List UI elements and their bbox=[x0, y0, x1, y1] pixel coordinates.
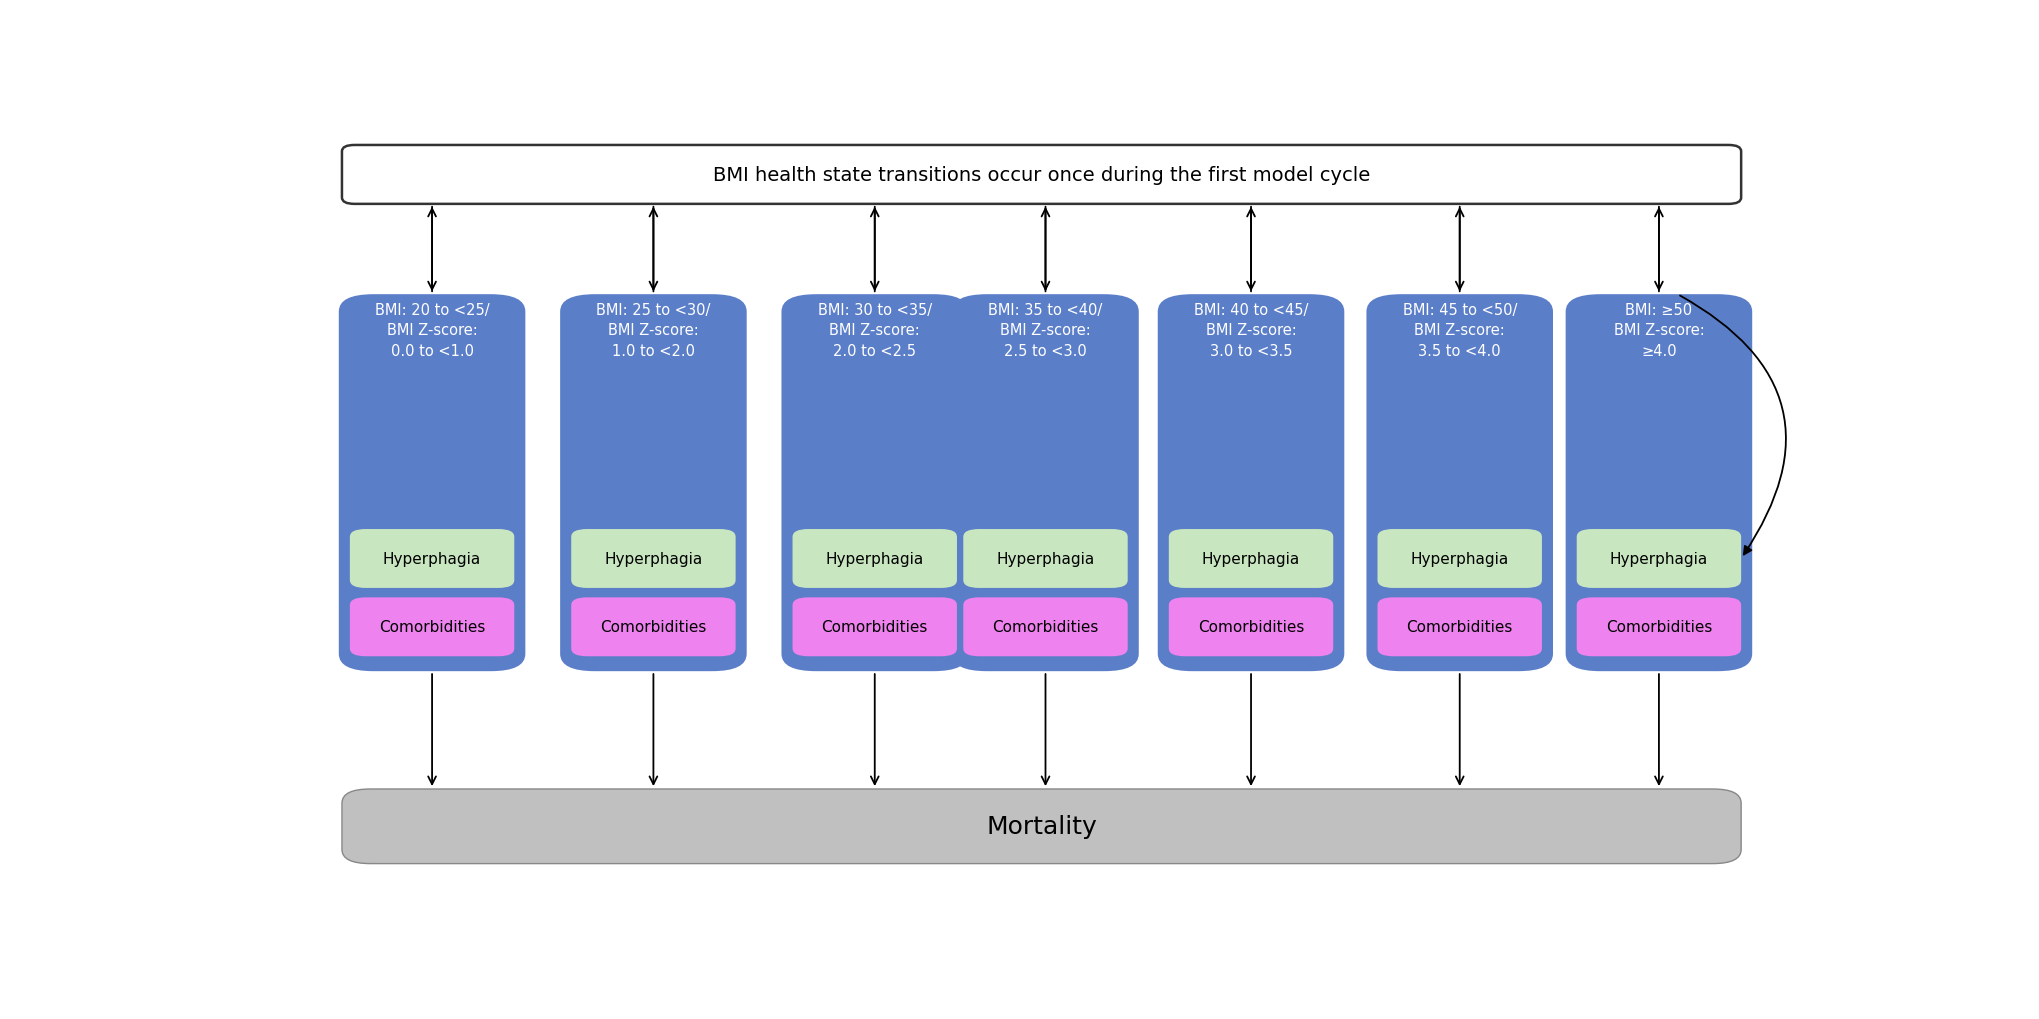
FancyBboxPatch shape bbox=[1376, 598, 1541, 656]
FancyBboxPatch shape bbox=[1576, 598, 1741, 656]
FancyBboxPatch shape bbox=[962, 530, 1128, 588]
Text: Mortality: Mortality bbox=[985, 814, 1097, 839]
Text: Comorbidities: Comorbidities bbox=[379, 620, 485, 635]
Text: Hyperphagia: Hyperphagia bbox=[1201, 551, 1299, 567]
Text: BMI: 25 to <30/
BMI Z-score:
1.0 to <2.0: BMI: 25 to <30/ BMI Z-score: 1.0 to <2.0 bbox=[595, 303, 710, 359]
FancyBboxPatch shape bbox=[1168, 598, 1334, 656]
Text: Hyperphagia: Hyperphagia bbox=[1609, 551, 1707, 567]
FancyBboxPatch shape bbox=[571, 530, 736, 588]
Text: Comorbidities: Comorbidities bbox=[822, 620, 928, 635]
FancyBboxPatch shape bbox=[351, 598, 514, 656]
FancyBboxPatch shape bbox=[962, 598, 1128, 656]
FancyBboxPatch shape bbox=[952, 294, 1138, 672]
FancyBboxPatch shape bbox=[781, 294, 969, 672]
Text: BMI: 30 to <35/
BMI Z-score:
2.0 to <2.5: BMI: 30 to <35/ BMI Z-score: 2.0 to <2.5 bbox=[818, 303, 932, 359]
Text: Hyperphagia: Hyperphagia bbox=[826, 551, 924, 567]
Text: BMI health state transitions occur once during the first model cycle: BMI health state transitions occur once … bbox=[712, 166, 1370, 184]
Text: Comorbidities: Comorbidities bbox=[1197, 620, 1303, 635]
FancyBboxPatch shape bbox=[351, 530, 514, 588]
FancyBboxPatch shape bbox=[1576, 530, 1741, 588]
FancyBboxPatch shape bbox=[1168, 530, 1334, 588]
Text: Hyperphagia: Hyperphagia bbox=[1409, 551, 1509, 567]
FancyBboxPatch shape bbox=[561, 294, 746, 672]
FancyBboxPatch shape bbox=[343, 789, 1741, 864]
FancyArrowPatch shape bbox=[1680, 297, 1784, 555]
FancyBboxPatch shape bbox=[793, 530, 956, 588]
FancyBboxPatch shape bbox=[793, 598, 956, 656]
Text: BMI: ≥50
BMI Z-score:
≥4.0: BMI: ≥50 BMI Z-score: ≥4.0 bbox=[1613, 303, 1703, 359]
FancyBboxPatch shape bbox=[571, 598, 736, 656]
FancyBboxPatch shape bbox=[1376, 530, 1541, 588]
Text: BMI: 45 to <50/
BMI Z-score:
3.5 to <4.0: BMI: 45 to <50/ BMI Z-score: 3.5 to <4.0 bbox=[1403, 303, 1517, 359]
FancyBboxPatch shape bbox=[1366, 294, 1552, 672]
Text: Hyperphagia: Hyperphagia bbox=[995, 551, 1095, 567]
Text: Comorbidities: Comorbidities bbox=[599, 620, 705, 635]
Text: BMI: 35 to <40/
BMI Z-score:
2.5 to <3.0: BMI: 35 to <40/ BMI Z-score: 2.5 to <3.0 bbox=[987, 303, 1103, 359]
FancyBboxPatch shape bbox=[1158, 294, 1344, 672]
Text: Comorbidities: Comorbidities bbox=[1605, 620, 1711, 635]
Text: Comorbidities: Comorbidities bbox=[1405, 620, 1513, 635]
Text: Hyperphagia: Hyperphagia bbox=[383, 551, 481, 567]
FancyBboxPatch shape bbox=[338, 294, 526, 672]
Text: Comorbidities: Comorbidities bbox=[991, 620, 1099, 635]
Text: BMI: 20 to <25/
BMI Z-score:
0.0 to <1.0: BMI: 20 to <25/ BMI Z-score: 0.0 to <1.0 bbox=[375, 303, 489, 359]
Text: BMI: 40 to <45/
BMI Z-score:
3.0 to <3.5: BMI: 40 to <45/ BMI Z-score: 3.0 to <3.5 bbox=[1193, 303, 1307, 359]
FancyBboxPatch shape bbox=[1564, 294, 1752, 672]
FancyBboxPatch shape bbox=[343, 146, 1741, 205]
Text: Hyperphagia: Hyperphagia bbox=[604, 551, 701, 567]
